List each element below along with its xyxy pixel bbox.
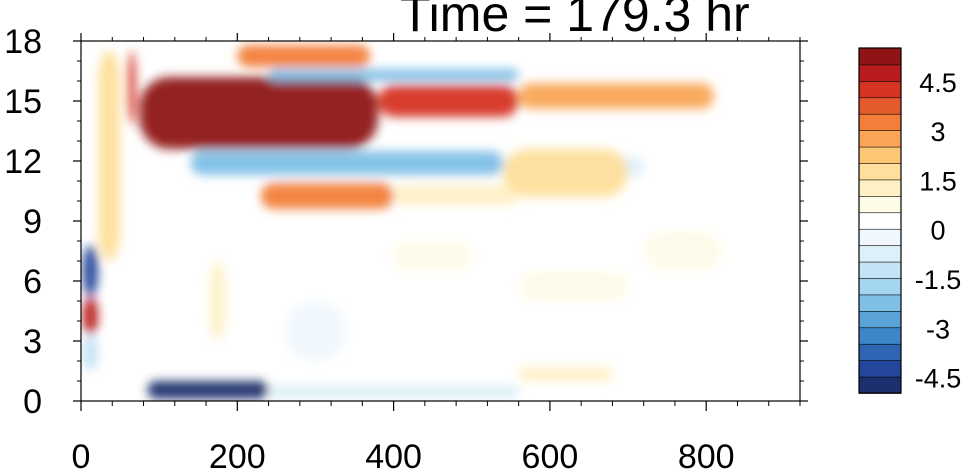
colorbar-swatch (858, 64, 902, 82)
colorbar-swatch (858, 47, 902, 66)
x-tick-label: 600 (522, 438, 579, 473)
heatmap-feature (268, 385, 519, 399)
colorbar-swatch (858, 228, 902, 246)
colorbar-swatch (858, 261, 902, 279)
heatmap-feature (82, 297, 99, 335)
heatmap-feature (82, 245, 99, 297)
colorbar-swatch (858, 113, 902, 131)
y-tick-label: 3 (23, 323, 42, 361)
colorbar-swatch (858, 162, 902, 181)
heatmap-feature (503, 149, 629, 197)
heatmap-feature (643, 231, 722, 271)
colorbar-swatch (858, 376, 902, 394)
colorbar-frame (858, 47, 902, 394)
colorbar-label: 4.5 (919, 68, 957, 98)
heatmap-feature (260, 183, 394, 209)
colorbar-swatch (858, 179, 902, 197)
heatmap-feature (518, 83, 715, 109)
heatmap-feature (518, 271, 629, 301)
heatmap-feature (127, 51, 136, 125)
y-tick-label: 12 (4, 143, 42, 181)
colorbar-swatch (858, 96, 902, 115)
y-tick-label: 6 (23, 263, 42, 301)
heatmap-feature (147, 381, 269, 399)
heatmap-feature (190, 151, 504, 175)
colorbar-label: 1.5 (919, 166, 957, 196)
colorbar-swatch (858, 211, 902, 230)
y-tick-label: 18 (4, 23, 42, 61)
heatmap-feature (393, 241, 472, 271)
heatmap-field (82, 45, 722, 399)
colorbar-label: 3 (930, 117, 945, 147)
colorbar-swatch (858, 277, 902, 296)
axes: 0 200 400 600 800 0 3 6 9 12 15 18 (4, 23, 808, 473)
colorbar-label: -4.5 (915, 364, 962, 394)
heatmap-feature (268, 69, 519, 81)
heatmap-feature (377, 85, 519, 117)
heatmap-feature (82, 335, 99, 371)
heatmap-feature (393, 185, 519, 205)
colorbar-label: -1.5 (915, 265, 962, 295)
x-tick-label: 200 (209, 438, 266, 473)
chart-title: Time = 179.3 hr (400, 0, 750, 42)
x-tick-label: 400 (365, 438, 422, 473)
y-tick-label: 9 (23, 203, 42, 241)
colorbar-swatch (858, 80, 902, 99)
heatmap-feature (518, 367, 613, 381)
heatmap-blur-group (82, 45, 722, 399)
colorbar-swatch (858, 244, 902, 263)
colorbar-swatch (858, 129, 902, 148)
heatmap-feature (209, 261, 226, 341)
heatmap-feature (237, 45, 371, 67)
colorbar-swatch (858, 326, 902, 345)
colorbar-swatch (858, 195, 902, 214)
colorbar-swatch (858, 294, 902, 312)
colorbar-swatch (858, 343, 902, 361)
colorbar-label: 0 (930, 216, 945, 246)
heatmap-feature (284, 301, 347, 361)
x-tick-label: 0 (72, 438, 91, 473)
heatmap-feature (98, 51, 121, 261)
y-tick-label: 0 (23, 383, 42, 421)
heatmap-feature (139, 77, 378, 149)
colorbar-swatch (858, 310, 902, 329)
colorbar-swatch (858, 359, 902, 378)
colorbar-swatch (858, 146, 902, 164)
colorbar: 4.5 3 1.5 0 -1.5 -3 -4.5 (858, 47, 962, 394)
colorbar-label: -3 (926, 314, 950, 344)
x-tick-label: 800 (678, 438, 735, 473)
y-tick-label: 15 (4, 83, 42, 121)
